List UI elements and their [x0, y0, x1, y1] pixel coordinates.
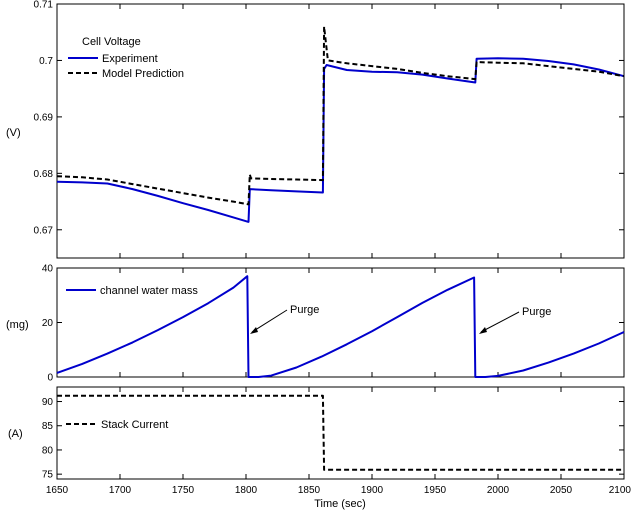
current-ylabel: (A): [8, 428, 23, 440]
current-panel: 75 80 85 90 1650 1700 1750 1800 1850 1900 1950 200…: [8, 386, 632, 510]
series-line-channel-water-mass: [56, 275, 625, 378]
x-tick-label: 1800: [235, 485, 258, 496]
legend-label-experiment: Experiment: [102, 53, 158, 65]
purge-arrow-2: [480, 311, 520, 333]
x-tick-label: 2000: [487, 485, 510, 496]
current-lines: [57, 394, 624, 471]
purge-label-2: Purge: [522, 306, 551, 318]
purge-annotation-2: Purge: [479, 306, 551, 334]
y-tick-label: 40: [42, 264, 54, 275]
x-axis-label: Time (sec): [314, 498, 366, 510]
y-tick-label: 80: [42, 445, 54, 456]
x-tick-label: 2100: [609, 485, 632, 496]
x-tick-label: 1700: [109, 485, 132, 496]
x-tick-label: 1750: [172, 485, 195, 496]
y-tick-label: 0: [47, 373, 53, 384]
y-tick-label: 20: [42, 318, 54, 329]
x-tick-label: 1950: [424, 485, 447, 496]
purge-arrow-1: [251, 309, 288, 333]
current-x-ticks: 1650 1700 1750 1800 1850 1900 1950 2000 2050 2100: [46, 387, 632, 496]
water-ylabel: (mg): [6, 319, 29, 331]
y-tick-label: 0.7: [39, 56, 53, 67]
x-tick-label: 1850: [298, 485, 321, 496]
voltage-legend-title: Cell Voltage: [82, 36, 141, 48]
y-tick-label: 0.67: [34, 225, 54, 236]
series-line-model-prediction: [56, 25, 625, 206]
y-tick-label: 85: [42, 421, 54, 432]
y-tick-label: 0.69: [34, 112, 54, 123]
series-line-experiment: [56, 57, 625, 223]
purge-arrowhead-1: [250, 327, 258, 334]
legend-label-water: channel water mass: [100, 285, 198, 297]
water-lines: [56, 275, 625, 378]
y-tick-label: 90: [42, 397, 54, 408]
purge-label-1: Purge: [290, 304, 319, 316]
current-legend: Stack Current: [66, 419, 168, 431]
voltage-panel: 0.67 0.68 0.69 0.7 0.71 (V) Cell Voltage Exp…: [6, 0, 625, 259]
series-line-stack-current: [57, 394, 624, 471]
purge-annotation-1: Purge: [250, 304, 319, 334]
x-tick-label: 1900: [361, 485, 384, 496]
x-tick-label: 1650: [46, 485, 69, 496]
voltage-lines: [56, 25, 625, 223]
purge-arrowhead-2: [479, 327, 487, 334]
water-legend: channel water mass: [66, 285, 198, 297]
y-tick-label: 0.71: [34, 0, 54, 11]
y-tick-label: 75: [42, 470, 54, 481]
legend-label-current: Stack Current: [101, 419, 168, 431]
x-tick-label: 2050: [550, 485, 573, 496]
water-panel: 0 20 40 (mg) channel water mass Purge Purg…: [6, 264, 625, 384]
voltage-ylabel: (V): [6, 127, 21, 139]
voltage-frame: [56, 3, 625, 259]
current-y-ticks: 75 80 85 90: [42, 397, 624, 481]
water-y-ticks: 0 20 40: [42, 264, 625, 384]
legend-label-model: Model Prediction: [102, 68, 184, 80]
current-frame: [56, 386, 625, 480]
voltage-legend: Cell Voltage Experiment Model Prediction: [68, 36, 184, 80]
voltage-y-ticks: 0.67 0.68 0.69 0.7 0.71: [34, 0, 625, 258]
y-tick-label: 0.68: [34, 169, 54, 180]
